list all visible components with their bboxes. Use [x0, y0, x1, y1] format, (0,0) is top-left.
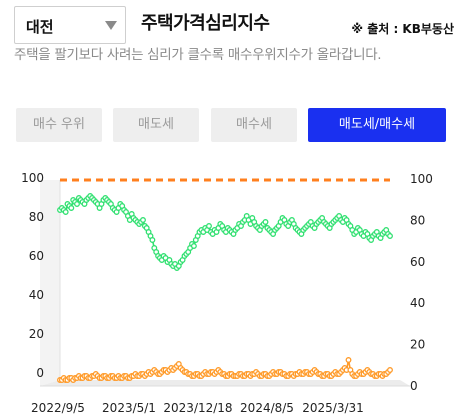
y-right-tick-label: 100 — [410, 172, 433, 186]
region-select-value: 대전 — [26, 18, 54, 36]
tab-buyer-advantage[interactable]: 매수 우위 — [16, 108, 102, 142]
x-tick-label: 2024/8/5 — [240, 401, 294, 415]
series-point — [74, 201, 80, 207]
chart-floor — [40, 380, 410, 386]
y-right-tick-label: 20 — [410, 338, 425, 352]
series-point — [68, 205, 75, 211]
chart-side-wall — [40, 180, 60, 386]
description: 주택을 팔기보다 사려는 심리가 클수록 매수우위지수가 올라갑니다. — [14, 47, 382, 63]
y-right-tick-label: 0 — [410, 379, 418, 393]
y-left-tick-label: 20 — [29, 327, 44, 341]
series-point — [387, 233, 393, 239]
series-point — [387, 367, 393, 373]
series-point — [345, 357, 352, 363]
x-tick-label: 2023/5/1 — [102, 401, 156, 415]
series-point — [206, 223, 212, 229]
y-left-tick-label: 60 — [29, 249, 44, 263]
chart: 0 20 40 60 80 100 0 20 40 60 80 100 2022/9/5 2023/5/1… — [0, 160, 466, 420]
chart-svg: 0 20 40 60 80 100 0 20 40 60 80 100 2022/9/5 2023/5/1… — [21, 171, 433, 415]
y-left-tick-label: 100 — [21, 171, 44, 185]
tab-sellers[interactable]: 매도세 — [113, 108, 199, 142]
series-point — [140, 217, 146, 223]
tab-buyers[interactable]: 매수세 — [211, 108, 297, 142]
y-right-tick-label: 60 — [410, 255, 425, 269]
source-note: ※ 출처 : KB부동산 — [351, 22, 454, 36]
x-tick-label: 2022/9/5 — [31, 401, 85, 415]
chevron-down-icon[interactable] — [105, 21, 117, 30]
series-point — [190, 243, 197, 249]
series-point — [149, 237, 156, 243]
series-point — [262, 219, 269, 225]
y-right-tick-label: 40 — [410, 296, 425, 310]
y-left-tick-label: 0 — [36, 366, 44, 380]
page-title: 주택가격심리지수 — [141, 13, 270, 34]
series-point — [62, 209, 69, 215]
y-left-tick-label: 40 — [29, 288, 44, 302]
x-tick-label: 2025/3/31 — [302, 401, 364, 415]
tab-sellers-buyers[interactable]: 매도세/매수세 — [308, 108, 446, 142]
y-right-tick-label: 80 — [410, 213, 425, 227]
region-select[interactable]: 대전 — [14, 6, 126, 44]
y-left-tick-label: 80 — [29, 210, 44, 224]
x-tick-label: 2023/12/18 — [163, 401, 232, 415]
